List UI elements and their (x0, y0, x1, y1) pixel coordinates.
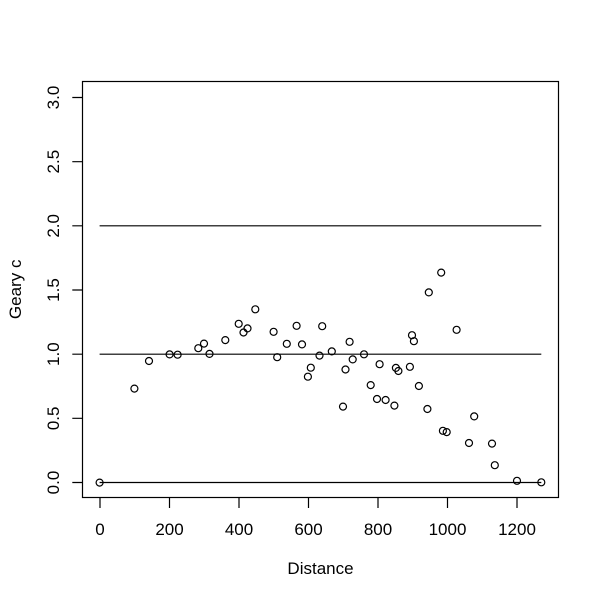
svg-text:1000: 1000 (429, 520, 467, 539)
svg-text:200: 200 (155, 520, 183, 539)
svg-text:1200: 1200 (498, 520, 536, 539)
svg-text:0.0: 0.0 (44, 471, 63, 495)
svg-text:400: 400 (225, 520, 253, 539)
svg-text:1.0: 1.0 (44, 342, 63, 366)
svg-text:Geary c: Geary c (6, 259, 25, 319)
svg-text:2.5: 2.5 (44, 150, 63, 174)
svg-text:0: 0 (95, 520, 104, 539)
svg-text:600: 600 (294, 520, 322, 539)
svg-text:3.0: 3.0 (44, 86, 63, 110)
svg-text:Distance: Distance (287, 559, 353, 578)
svg-text:1.5: 1.5 (44, 278, 63, 302)
svg-text:0.5: 0.5 (44, 407, 63, 431)
svg-text:800: 800 (364, 520, 392, 539)
svg-text:2.0: 2.0 (44, 214, 63, 238)
